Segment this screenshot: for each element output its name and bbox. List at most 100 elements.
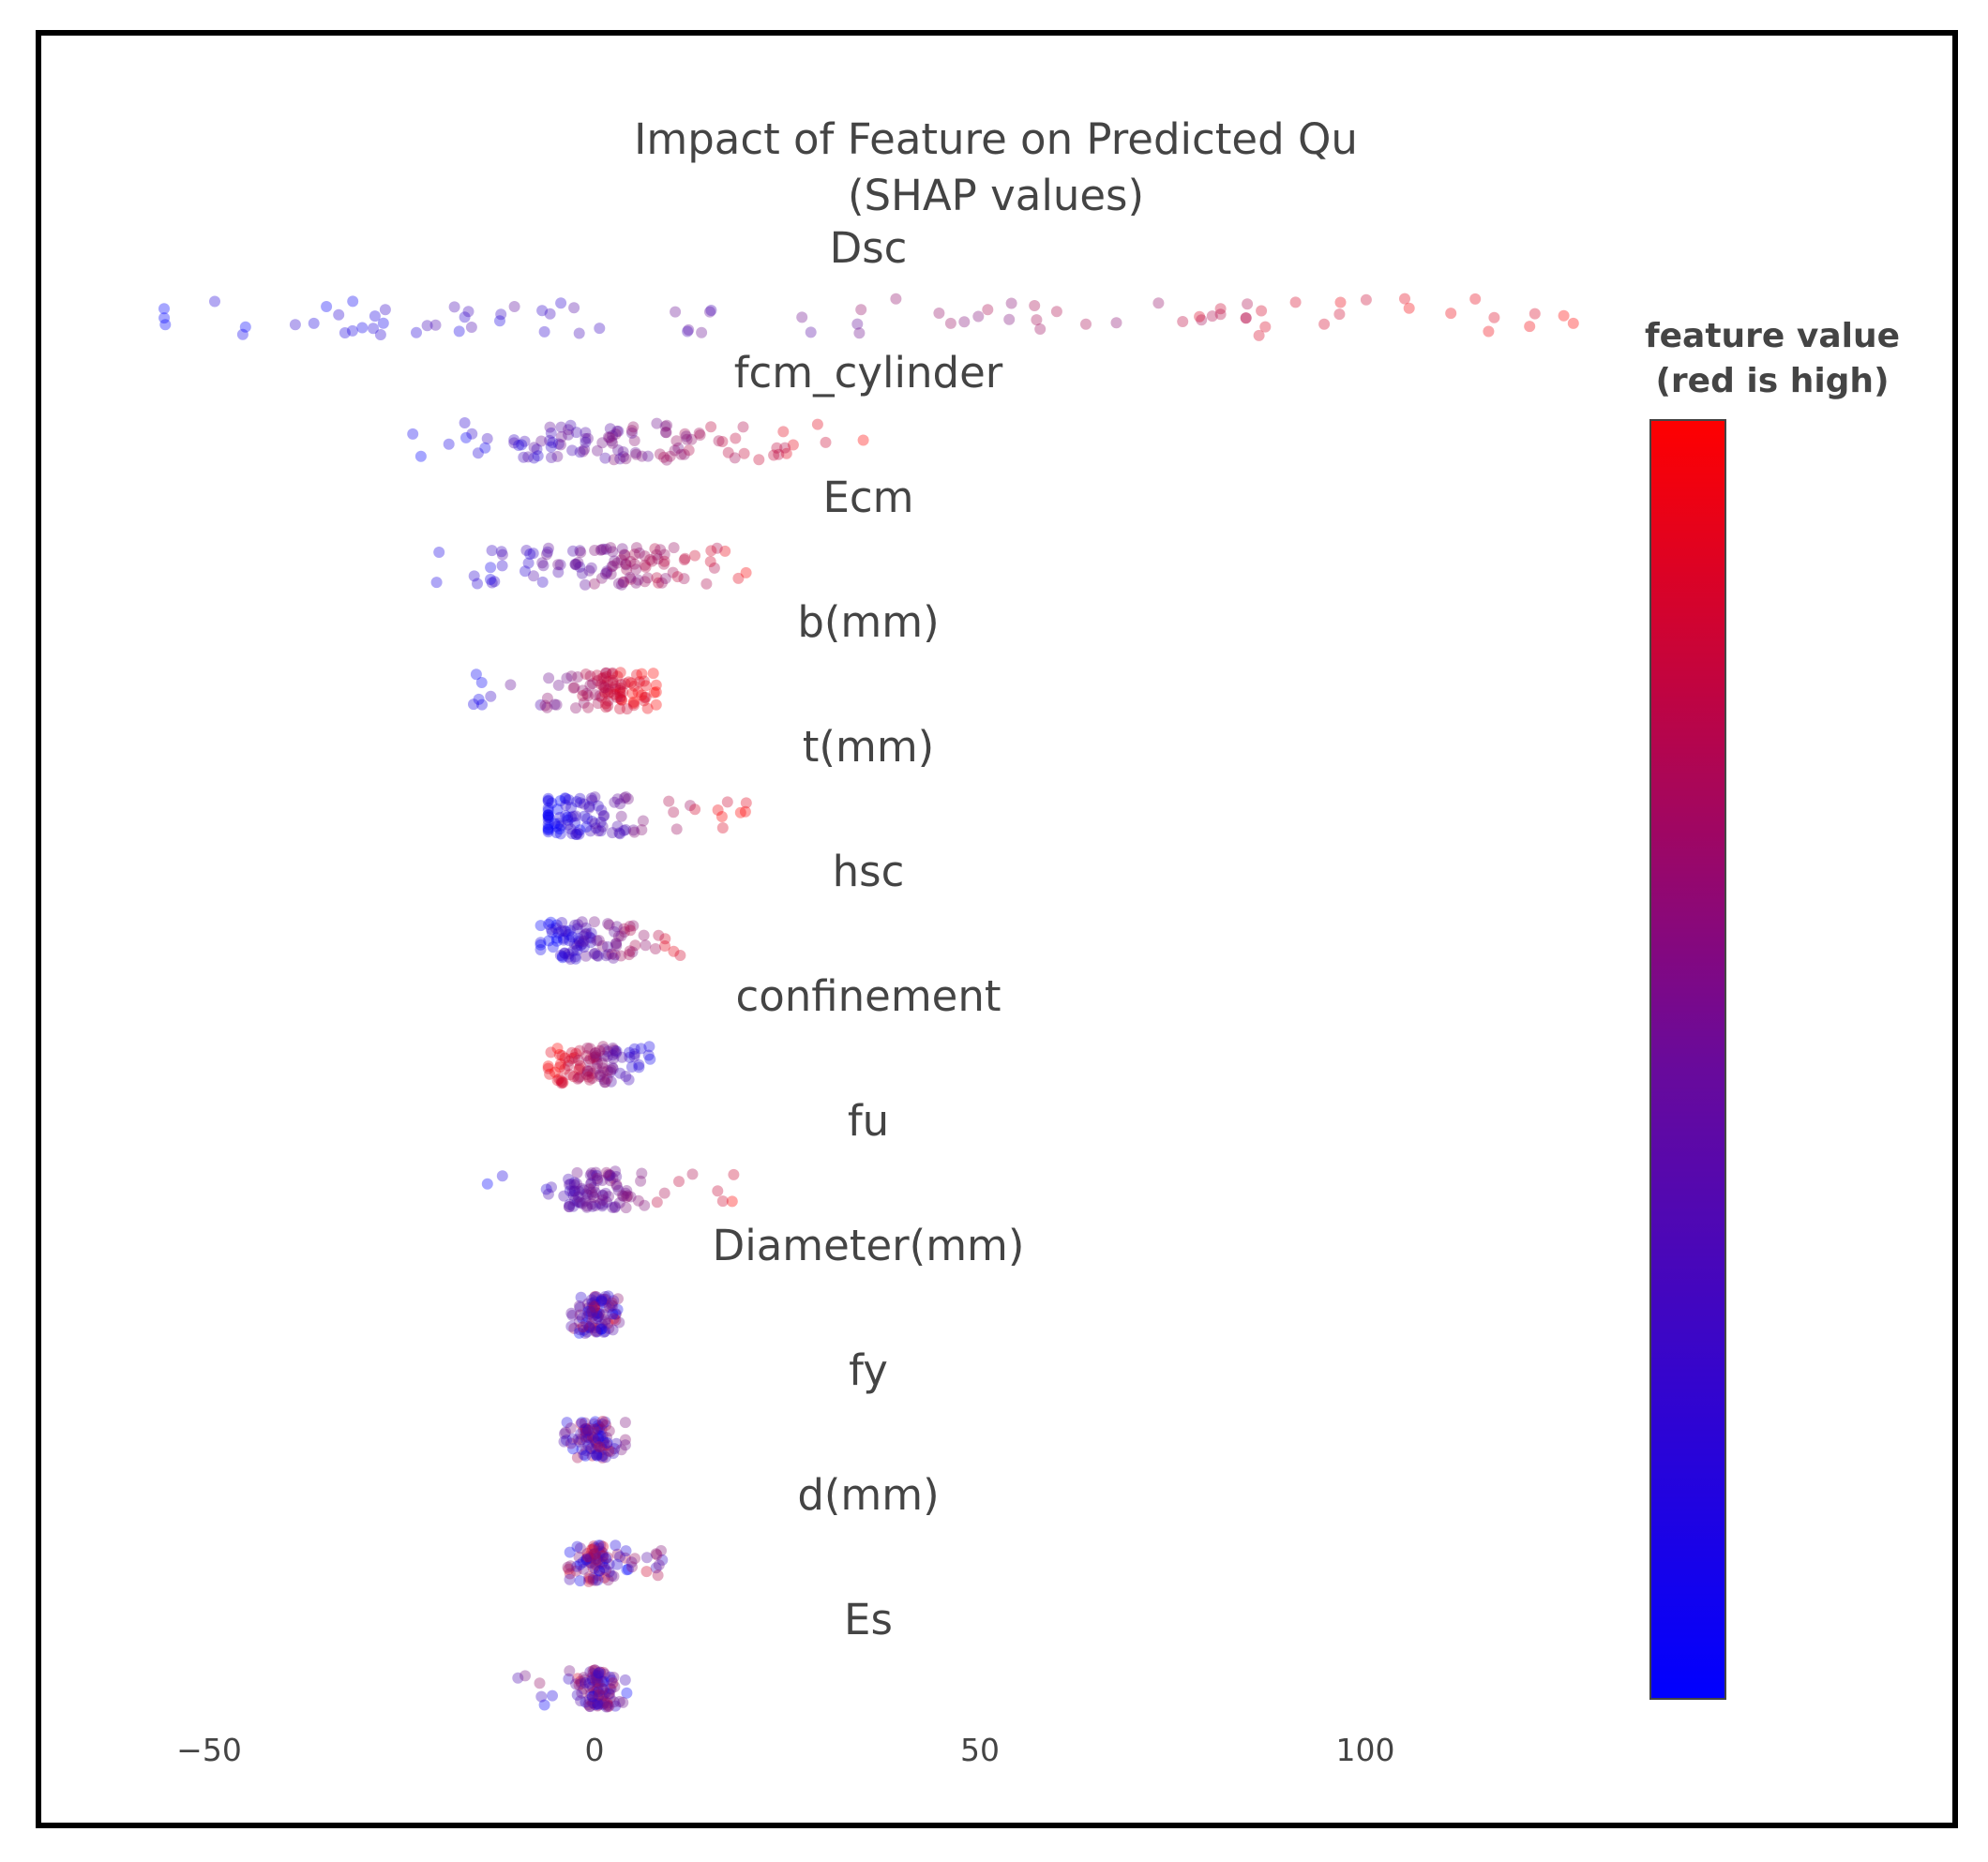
data-point xyxy=(597,1434,610,1447)
data-point xyxy=(787,439,799,451)
data-point xyxy=(606,1297,618,1309)
data-point xyxy=(552,566,565,578)
data-point xyxy=(592,1422,604,1434)
data-point xyxy=(581,1065,594,1077)
data-point xyxy=(583,1074,595,1086)
data-point xyxy=(652,1569,664,1582)
data-point xyxy=(607,674,619,686)
data-point xyxy=(565,802,578,814)
data-point xyxy=(545,923,557,936)
data-point xyxy=(1403,302,1415,314)
data-point xyxy=(600,1701,612,1713)
data-point xyxy=(542,1062,554,1074)
data-point xyxy=(599,1416,611,1428)
data-point xyxy=(536,305,549,317)
data-point xyxy=(595,1675,608,1688)
data-point xyxy=(639,559,651,571)
data-point xyxy=(1469,293,1482,305)
data-point xyxy=(580,1554,593,1567)
data-point xyxy=(623,1074,635,1086)
data-point xyxy=(567,810,580,822)
data-point xyxy=(595,816,607,828)
data-point xyxy=(577,938,589,950)
data-point xyxy=(573,1196,585,1209)
data-point xyxy=(594,1323,606,1335)
data-point xyxy=(593,1669,605,1681)
data-point xyxy=(636,668,648,680)
data-point xyxy=(613,1197,625,1209)
data-point xyxy=(582,690,595,701)
data-point xyxy=(563,948,575,960)
data-point xyxy=(587,1310,599,1322)
data-point xyxy=(573,1062,585,1074)
data-point xyxy=(573,1185,585,1197)
data-point xyxy=(551,1043,564,1055)
data-point xyxy=(568,1179,580,1191)
data-point xyxy=(574,1301,586,1314)
data-point xyxy=(619,1552,631,1564)
data-point xyxy=(565,419,577,431)
data-point xyxy=(592,1670,604,1682)
data-point xyxy=(542,818,554,831)
data-point xyxy=(592,1683,604,1694)
data-point xyxy=(580,1069,593,1080)
data-point xyxy=(580,1554,592,1566)
data-point xyxy=(236,328,248,340)
data-point xyxy=(625,555,637,567)
data-point xyxy=(559,1428,570,1440)
data-point xyxy=(578,941,590,953)
data-point xyxy=(587,678,598,690)
data-point xyxy=(590,1166,602,1179)
data-point xyxy=(612,426,625,437)
data-point xyxy=(608,1044,620,1056)
data-point xyxy=(584,1556,596,1569)
data-point xyxy=(551,1074,564,1087)
data-point xyxy=(855,304,867,316)
data-point xyxy=(545,427,557,439)
data-point xyxy=(1050,306,1062,318)
data-point xyxy=(430,577,443,589)
data-point xyxy=(573,1300,585,1312)
data-point xyxy=(598,1439,610,1451)
data-point xyxy=(536,576,549,588)
data-point xyxy=(591,1313,603,1325)
colorbar-title-line2: (red is high) xyxy=(1655,362,1889,400)
data-point xyxy=(640,691,652,703)
data-point xyxy=(601,1050,613,1062)
data-point xyxy=(579,810,591,822)
data-point xyxy=(544,1068,556,1080)
data-point xyxy=(580,578,591,591)
data-point xyxy=(321,301,333,312)
data-point xyxy=(588,1418,600,1430)
data-point xyxy=(659,427,671,439)
data-point xyxy=(652,553,664,565)
data-point xyxy=(564,1179,575,1191)
data-point xyxy=(585,1294,597,1306)
data-point xyxy=(537,560,550,572)
data-point xyxy=(486,577,498,589)
data-point xyxy=(565,954,577,965)
data-point xyxy=(571,939,583,952)
data-point xyxy=(636,824,648,836)
data-point xyxy=(805,326,817,338)
data-point xyxy=(659,940,670,952)
data-point xyxy=(546,1181,557,1194)
data-point xyxy=(576,916,588,928)
data-point xyxy=(637,815,649,827)
data-point xyxy=(612,1184,625,1196)
data-point xyxy=(585,1306,597,1318)
data-point xyxy=(624,572,636,583)
data-point xyxy=(670,435,683,447)
data-point xyxy=(494,315,505,327)
data-point xyxy=(610,939,623,952)
data-point xyxy=(585,792,597,804)
data-point xyxy=(589,1301,601,1314)
data-point xyxy=(641,572,654,584)
data-point xyxy=(495,546,507,558)
data-point xyxy=(1194,310,1206,323)
data-point xyxy=(668,806,680,818)
data-point xyxy=(597,1666,610,1678)
data-point xyxy=(476,698,488,711)
data-point xyxy=(544,434,556,446)
data-point xyxy=(1003,313,1016,325)
